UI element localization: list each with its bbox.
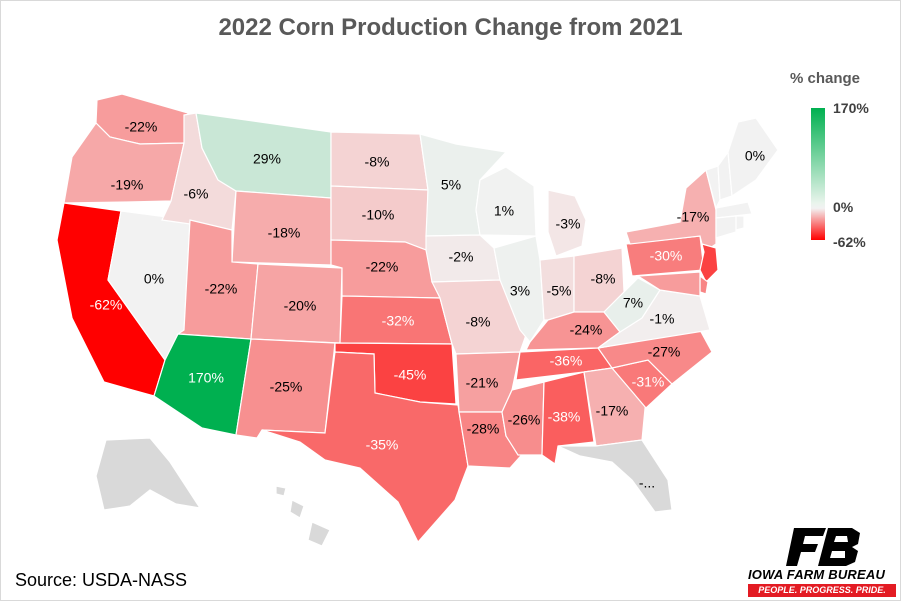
state-ct — [715, 215, 737, 239]
legend-mid-label: 0% — [833, 199, 854, 215]
state-label-ar: -21% — [466, 375, 499, 391]
state-label-nv: 0% — [144, 271, 164, 287]
legend-max-label: 170% — [833, 100, 869, 116]
state-label-mt: 29% — [253, 151, 281, 167]
state-label-al: -38% — [548, 409, 581, 425]
state-label-ca: -62% — [90, 297, 123, 313]
state-wi — [475, 166, 537, 237]
state-label-wi: 1% — [494, 203, 514, 219]
state-label-nc: -27% — [648, 344, 681, 360]
state-label-id: -6% — [184, 186, 209, 202]
state-hi-big-island — [307, 521, 331, 547]
state-label-la: -28% — [467, 421, 500, 437]
legend-min-label: -62% — [833, 234, 866, 250]
state-hi-island — [289, 499, 305, 519]
state-label-nm: -25% — [270, 379, 303, 395]
state-label-tx: -35% — [366, 437, 399, 453]
state-ak — [95, 437, 202, 511]
map-title: 2022 Corn Production Change from 2021 — [218, 14, 683, 41]
state-label-az: 170% — [188, 370, 224, 386]
state-me — [727, 117, 779, 198]
state-label-tn: -36% — [550, 353, 583, 369]
state-label-sc: -31% — [632, 374, 665, 390]
state-label-wa: -22% — [125, 119, 158, 135]
state-tx — [261, 351, 469, 544]
iowa-farm-bureau-logo: IOWA FARM BUREAU PEOPLE. PROGRESS. PRIDE… — [748, 524, 898, 598]
fb-logo-icon — [786, 528, 860, 566]
state-label-nd: -8% — [365, 154, 390, 170]
source-note: Source: USDA-NASS — [15, 570, 188, 590]
state-label-mi: -3% — [556, 216, 581, 232]
state-label-ga: -17% — [596, 403, 629, 419]
state-label-ky: -24% — [570, 322, 603, 338]
state-label-ut: -22% — [205, 281, 238, 297]
state-label-pa: -30% — [650, 248, 683, 264]
state-fl — [557, 439, 673, 513]
state-label-fl: -... — [639, 475, 655, 491]
state-label-sd: -10% — [362, 207, 395, 223]
state-label-ms: -26% — [508, 412, 541, 428]
state-label-mo: -8% — [466, 314, 491, 330]
legend-gradient-bar — [811, 108, 825, 240]
state-ma — [715, 201, 753, 219]
state-label-me: 0% — [745, 148, 765, 164]
state-label-or: -19% — [111, 177, 144, 193]
state-nj — [699, 243, 719, 284]
state-label-ok: -45% — [394, 367, 427, 383]
logo-tagline: PEOPLE. PROGRESS. PRIDE. — [748, 584, 896, 597]
state-ri — [735, 215, 745, 231]
state-label-wv: 7% — [623, 295, 643, 311]
state-label-oh: -8% — [591, 271, 616, 287]
state-label-wy: -18% — [268, 225, 301, 241]
state-il — [493, 235, 545, 344]
state-md — [636, 271, 701, 297]
state-hi — [275, 485, 287, 497]
legend-title: % change — [790, 70, 861, 87]
state-label-il: 3% — [510, 283, 530, 299]
state-label-ne: -22% — [366, 259, 399, 275]
state-label-ia: -2% — [449, 249, 474, 265]
logo-name: IOWA FARM BUREAU — [748, 567, 886, 582]
state-label-ks: -32% — [382, 313, 415, 329]
state-label-va: -1% — [650, 311, 675, 327]
state-label-co: -20% — [284, 298, 317, 314]
state-mi — [547, 189, 587, 257]
state-label-in: -5% — [547, 283, 572, 299]
state-label-mn: 5% — [441, 177, 461, 193]
state-label-ny: -17% — [677, 209, 710, 225]
